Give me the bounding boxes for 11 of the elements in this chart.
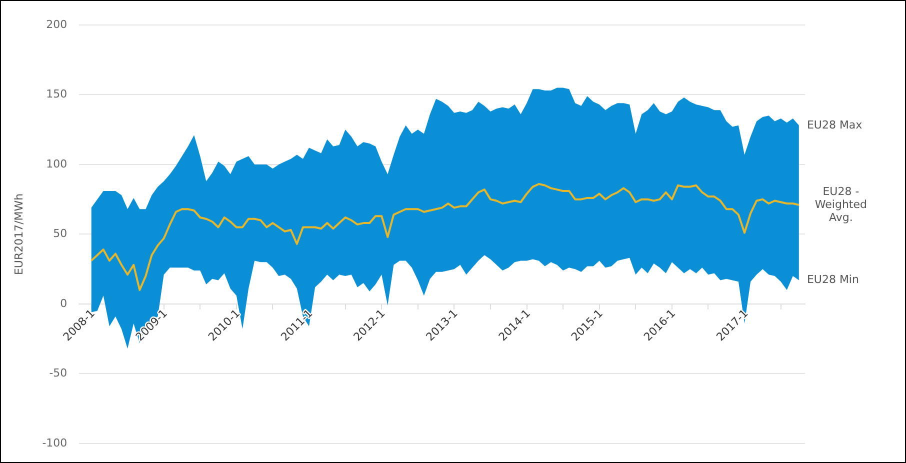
- annotation: EU28 Min: [806, 273, 859, 286]
- y-tick-label: 0: [60, 296, 68, 310]
- y-tick-label: 50: [53, 227, 68, 240]
- annotation: EU28 Max: [806, 118, 863, 132]
- series-label: EU28 - Weighted Avg.: [814, 184, 867, 224]
- y-tick-label: 100: [46, 157, 68, 170]
- y-tick-label: -100: [42, 436, 68, 450]
- y-tick-label: 150: [46, 88, 68, 101]
- y-axis-title: EUR2017/MWh: [12, 193, 26, 276]
- y-tick-label: -50: [49, 366, 68, 380]
- y-tick-label: 200: [46, 18, 68, 31]
